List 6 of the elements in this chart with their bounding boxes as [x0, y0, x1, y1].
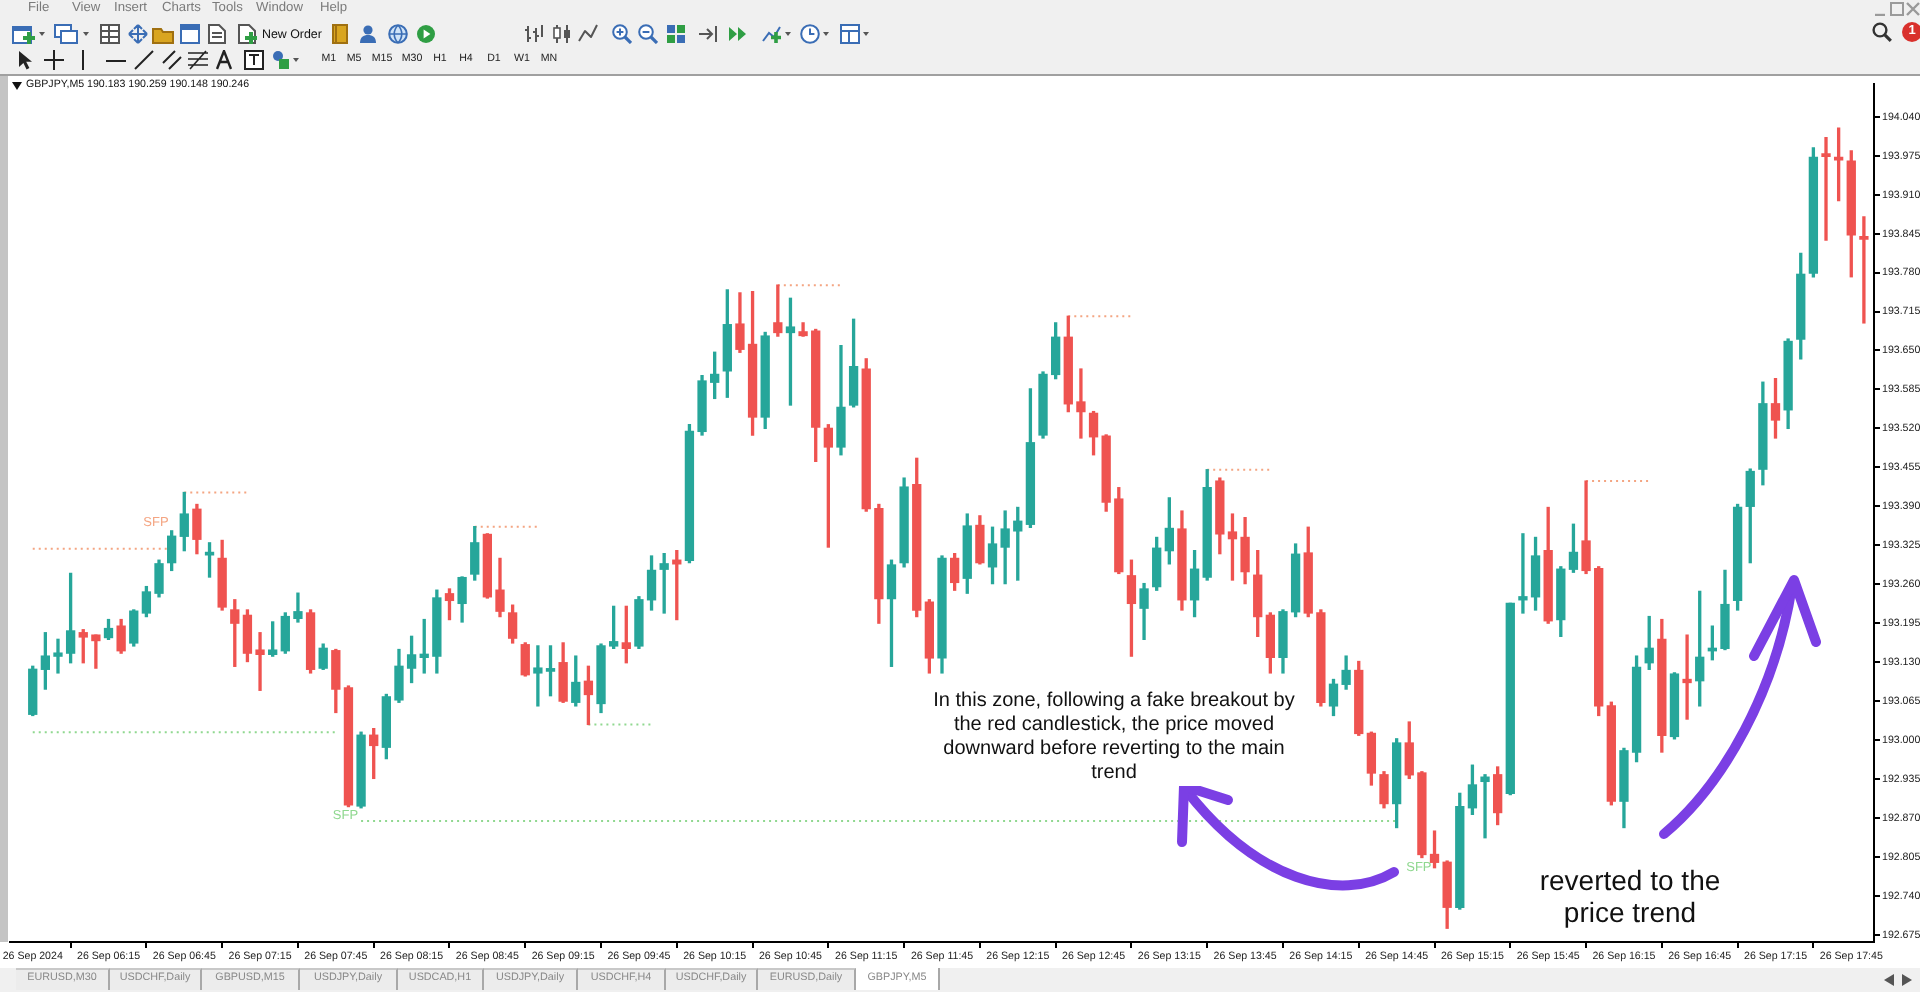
annotation: reverted to the price trend	[1520, 863, 1740, 930]
annotation: In this zone, following a fake breakout by the red candlestick, the price moved downward before reverting to the main trend	[926, 690, 1302, 786]
candlestick	[1821, 137, 1831, 241]
candlestick	[1859, 216, 1869, 324]
candlestick	[1480, 774, 1490, 839]
candlestick	[1682, 634, 1692, 720]
